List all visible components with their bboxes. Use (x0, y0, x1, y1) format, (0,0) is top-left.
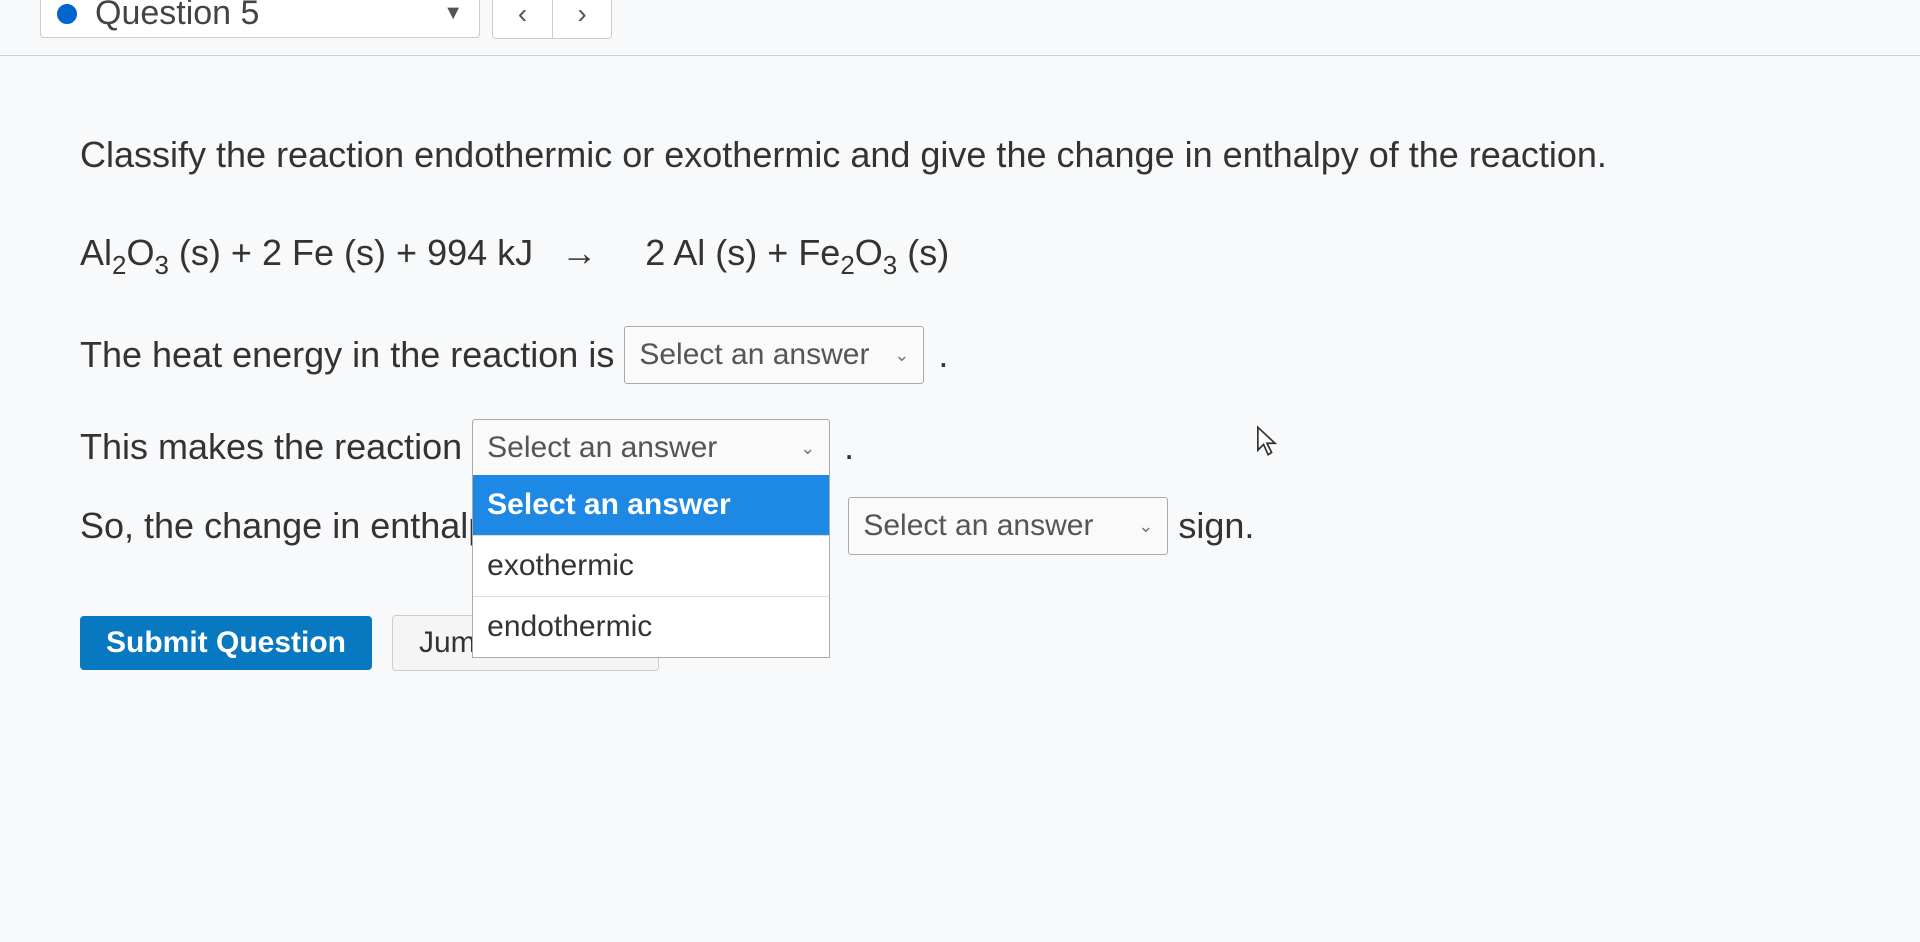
next-question-button[interactable]: › (552, 0, 612, 39)
eq-text: O (855, 232, 883, 273)
row1-prefix: The heat energy in the reaction is (80, 326, 614, 384)
question-selector[interactable]: Question 5 ▼ (40, 0, 480, 38)
eq-state: (s) (715, 232, 757, 273)
eq-text: Al (673, 232, 705, 273)
eq-coef: 2 (262, 232, 282, 273)
dropdown-option-endothermic[interactable]: endothermic (473, 596, 829, 657)
select-placeholder: Select an answer (487, 424, 717, 472)
question-prompt: Classify the reaction endothermic or exo… (80, 126, 1840, 184)
arrow-icon: → (561, 224, 597, 282)
chevron-down-icon: ⌄ (1138, 512, 1153, 541)
prev-question-button[interactable]: ‹ (492, 0, 552, 39)
reaction-type-select-wrapper: Select an answer ⌄ Select an answer exot… (472, 416, 830, 477)
chemical-equation: Al2O3 (s) + 2 Fe (s) + 994 kJ → 2 Al (s)… (80, 224, 1840, 287)
eq-text: Al (80, 232, 112, 273)
statement-row-2: This makes the reaction Select an answer… (80, 416, 1840, 477)
select-placeholder: Select an answer (639, 331, 869, 379)
eq-energy-val: 994 (427, 232, 487, 273)
eq-text: Fe (292, 232, 334, 273)
statement-row-1: The heat energy in the reaction is Selec… (80, 326, 1840, 384)
eq-coef: 2 (645, 232, 665, 273)
nav-buttons: ‹ › (492, 0, 612, 39)
eq-state: (s) (179, 232, 221, 273)
enthalpy-sign-select[interactable]: Select an answer ⌄ (848, 497, 1168, 555)
reactant1: Al2O3 (s) (80, 232, 231, 273)
reaction-type-dropdown: Select an answer exothermic endothermic (472, 475, 830, 658)
question-number-label: Question 5 (95, 0, 259, 33)
eq-state: (s) (907, 232, 949, 273)
product2: Fe2O3 (s) (798, 232, 949, 273)
statement-row-3: So, the change in enthalp Select an answ… (80, 497, 1840, 555)
period: . (844, 418, 854, 476)
heat-energy-select[interactable]: Select an answer ⌄ (624, 326, 924, 384)
row2-prefix: This makes the reaction (80, 418, 462, 476)
eq-energy-unit: kJ (497, 232, 533, 273)
chevron-down-icon: ⌄ (800, 434, 815, 463)
chevron-down-icon: ⌄ (894, 341, 909, 370)
eq-plus: + (396, 232, 417, 273)
eq-state: (s) (344, 232, 386, 273)
dropdown-option-exothermic[interactable]: exothermic (473, 535, 829, 596)
dropdown-header[interactable]: Select an answer (473, 475, 829, 535)
select-placeholder: Select an answer (863, 502, 1093, 550)
row3-prefix: So, the change in enthalp (80, 497, 488, 555)
eq-text: O (126, 232, 154, 273)
question-content: Classify the reaction endothermic or exo… (0, 56, 1920, 711)
cursor-icon (1254, 421, 1280, 472)
eq-plus: + (231, 232, 252, 273)
eq-sub: 3 (154, 252, 168, 280)
eq-sub: 2 (840, 252, 854, 280)
action-buttons: Submit Question Jump to Answer (80, 615, 1840, 671)
top-bar: Question 5 ▼ ‹ › (0, 0, 1920, 56)
period: . (938, 326, 948, 384)
eq-sub: 3 (883, 252, 897, 280)
status-dot-icon (57, 4, 77, 24)
eq-sub: 2 (112, 252, 126, 280)
question-selector-label-wrap: Question 5 (57, 0, 259, 33)
reaction-type-select[interactable]: Select an answer ⌄ (472, 419, 830, 477)
eq-text: Fe (798, 232, 840, 273)
submit-question-button[interactable]: Submit Question (80, 616, 372, 670)
row3-suffix: sign. (1178, 497, 1254, 555)
eq-plus: + (767, 232, 788, 273)
chevron-down-icon: ▼ (443, 2, 463, 25)
